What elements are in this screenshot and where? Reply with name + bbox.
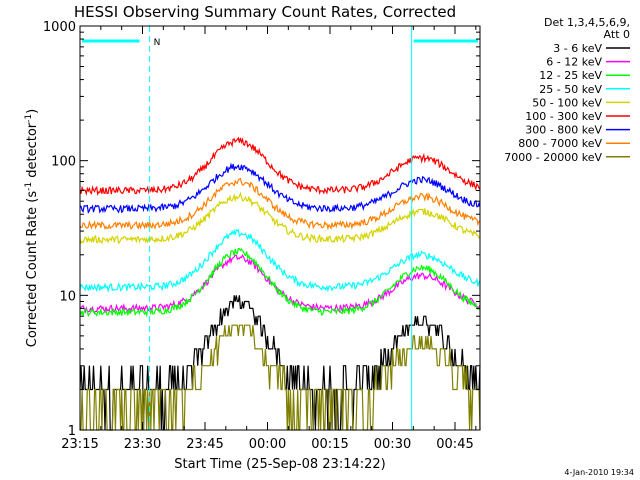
- x-tick-label: 23:15: [61, 437, 98, 452]
- y-tick-label: 100: [51, 155, 76, 170]
- x-tick-label: 00:00: [249, 437, 286, 452]
- series-line-4: [79, 191, 481, 245]
- x-tick-label: 23:45: [186, 437, 223, 452]
- legend-label-4: 50 - 100 keV: [532, 96, 602, 109]
- night-marker-label: N: [154, 38, 161, 48]
- legend-label-8: 7000 - 20000 keV: [504, 151, 602, 164]
- legend-label-2: 12 - 25 keV: [539, 69, 602, 82]
- series-line-7: [79, 177, 481, 231]
- legend-label-5: 100 - 300 keV: [525, 110, 602, 123]
- y-axis: 1 10 100 1000: [43, 20, 480, 439]
- timestamp: 4-Jan-2010 19:34: [564, 468, 634, 477]
- x-axis-label: Start Time (25-Sep-08 23:14:22): [174, 457, 385, 472]
- x-tick-label: 00:45: [436, 437, 473, 452]
- x-axis: 23:15 23:30 23:45 00:00 00:15 00:30 00:45: [61, 26, 477, 452]
- x-tick-label: 00:30: [374, 437, 411, 452]
- series-line-3: [79, 228, 481, 293]
- x-tick-label: 00:15: [311, 437, 348, 452]
- y-tick-label: 1000: [43, 20, 76, 35]
- plot-area: N: [79, 25, 481, 431]
- legend-header-line2: Att 0: [604, 28, 630, 41]
- x-tick-label: 23:30: [124, 437, 161, 452]
- legend-header-line1: Det 1,3,4,5,6,9,: [544, 16, 630, 29]
- legend-label-6: 300 - 800 keV: [525, 124, 602, 137]
- plot-frame: [79, 25, 481, 431]
- series-line-5: [79, 136, 481, 197]
- chart-title: HESSI Observing Summary Count Rates, Cor…: [74, 3, 456, 21]
- legend-label-3: 25 - 50 keV: [539, 83, 602, 96]
- y-tick-label: 1: [68, 424, 76, 439]
- legend-label-7: 800 - 7000 keV: [518, 137, 602, 150]
- legend-label-1: 6 - 12 keV: [546, 56, 602, 69]
- series-line-1: [79, 253, 481, 314]
- series-line-2: [79, 247, 481, 318]
- y-axis-label: Corrected Count Rate (s-1 detector-1): [24, 109, 40, 347]
- legend-label-0: 3 - 6 keV: [553, 42, 602, 55]
- y-tick-label: 10: [59, 289, 76, 304]
- series-line-6: [79, 162, 481, 214]
